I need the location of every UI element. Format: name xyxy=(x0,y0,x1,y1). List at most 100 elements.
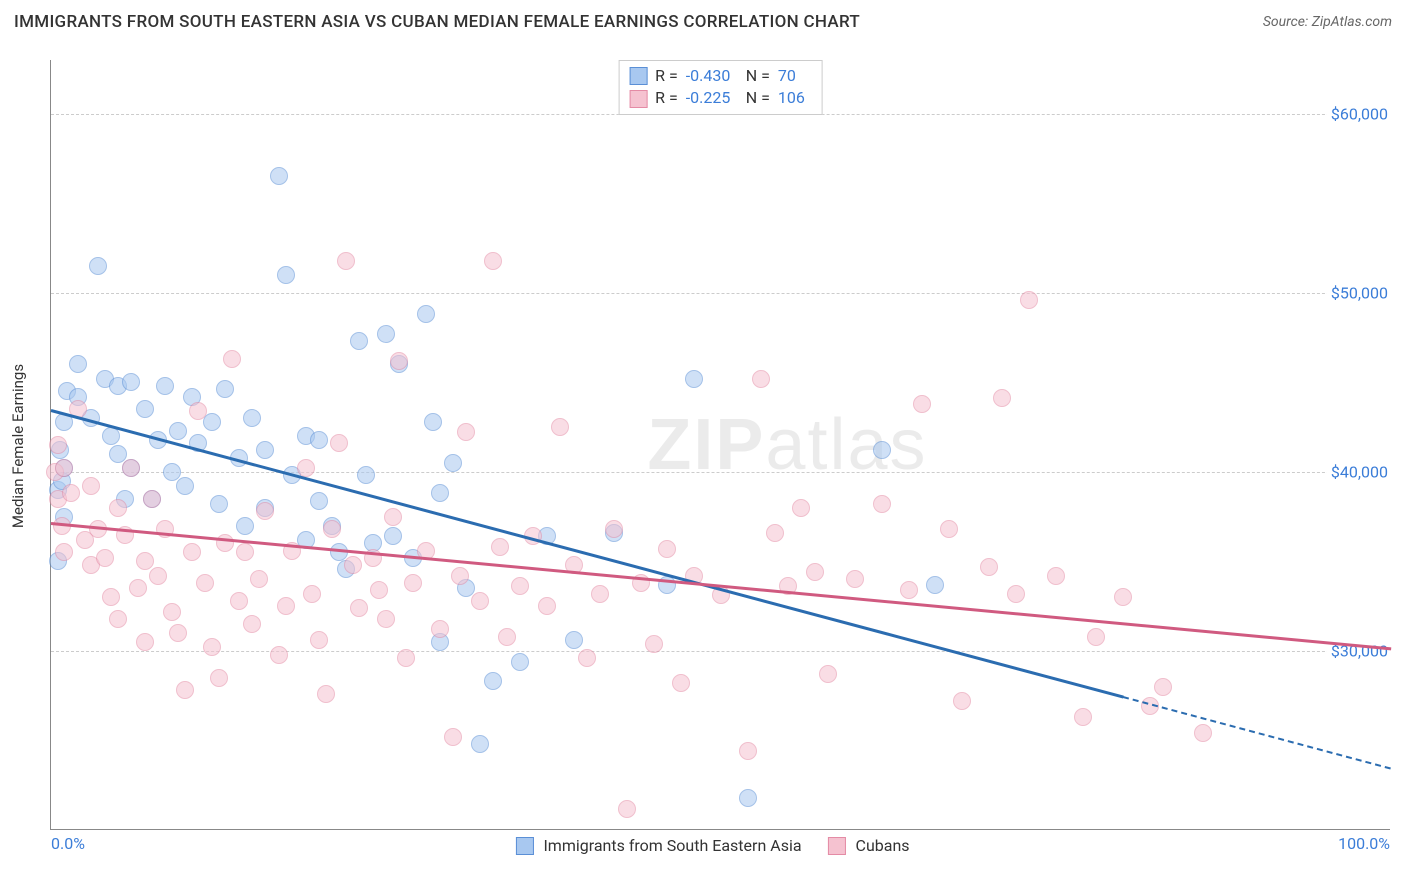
scatter-point xyxy=(109,610,127,628)
scatter-point xyxy=(62,484,80,502)
scatter-point xyxy=(169,422,187,440)
scatter-point xyxy=(189,402,207,420)
scatter-point xyxy=(444,728,462,746)
legend-row: R = -0.430 N = 70 xyxy=(629,65,812,87)
legend-n-label: N = xyxy=(746,87,770,109)
legend-n-label: N = xyxy=(746,65,770,87)
x-tick-label: 0.0% xyxy=(51,834,85,853)
scatter-point xyxy=(846,570,864,588)
scatter-point xyxy=(511,577,529,595)
legend-r-value: -0.430 xyxy=(686,65,738,87)
legend-row: R =-0.225N =106 xyxy=(629,87,812,109)
scatter-point xyxy=(196,574,214,592)
scatter-point xyxy=(210,669,228,687)
scatter-point xyxy=(444,454,462,472)
scatter-point xyxy=(565,631,583,649)
scatter-point xyxy=(236,517,254,535)
scatter-point xyxy=(980,558,998,576)
scatter-point xyxy=(491,538,509,556)
scatter-point xyxy=(1154,678,1172,696)
scatter-point xyxy=(1194,724,1212,742)
scatter-point xyxy=(1074,708,1092,726)
scatter-point xyxy=(417,305,435,323)
legend-series-name: Immigrants from South Eastern Asia xyxy=(543,836,801,855)
legend-swatch xyxy=(515,837,533,855)
scatter-point xyxy=(350,332,368,350)
y-tick-label: $40,000 xyxy=(1327,462,1392,481)
scatter-point xyxy=(136,633,154,651)
scatter-point xyxy=(350,599,368,617)
scatter-point xyxy=(344,556,362,574)
source-attribution: Source: ZipAtlas.com xyxy=(1263,14,1392,30)
scatter-point xyxy=(109,445,127,463)
scatter-point xyxy=(1114,588,1132,606)
scatter-point xyxy=(819,665,837,683)
legend-swatch xyxy=(629,90,647,108)
scatter-point xyxy=(511,653,529,671)
plot-area: ZIPatlas R =-0.430N =70R =-0.225N =106 I… xyxy=(50,60,1390,830)
scatter-point xyxy=(538,597,556,615)
scatter-point xyxy=(49,436,67,454)
scatter-point xyxy=(605,520,623,538)
legend-r-label: R = xyxy=(655,65,678,87)
scatter-point xyxy=(136,552,154,570)
scatter-point xyxy=(129,579,147,597)
scatter-point xyxy=(926,576,944,594)
scatter-point xyxy=(176,681,194,699)
scatter-point xyxy=(370,581,388,599)
scatter-point xyxy=(672,674,690,692)
scatter-point xyxy=(384,527,402,545)
scatter-point xyxy=(149,567,167,585)
scatter-point xyxy=(122,373,140,391)
scatter-point xyxy=(953,692,971,710)
scatter-point xyxy=(471,592,489,610)
scatter-point xyxy=(451,567,469,585)
scatter-point xyxy=(176,477,194,495)
scatter-point xyxy=(471,735,489,753)
scatter-point xyxy=(223,350,241,368)
scatter-point xyxy=(310,492,328,510)
scatter-point xyxy=(277,266,295,284)
scatter-point xyxy=(1087,628,1105,646)
scatter-point xyxy=(136,400,154,418)
scatter-point xyxy=(163,463,181,481)
scatter-point xyxy=(752,370,770,388)
scatter-point xyxy=(484,672,502,690)
scatter-point xyxy=(310,631,328,649)
scatter-point xyxy=(323,520,341,538)
scatter-point xyxy=(498,628,516,646)
scatter-point xyxy=(357,466,375,484)
scatter-point xyxy=(1047,567,1065,585)
scatter-point xyxy=(143,490,161,508)
legend-n-value: 70 xyxy=(778,65,812,87)
correlation-legend: R =-0.430N =70R =-0.225N =106 xyxy=(618,60,823,115)
scatter-point xyxy=(739,742,757,760)
scatter-point xyxy=(766,524,784,542)
gridline xyxy=(51,651,1390,652)
scatter-point xyxy=(484,252,502,270)
scatter-point xyxy=(236,543,254,561)
scatter-point xyxy=(384,508,402,526)
scatter-point xyxy=(183,543,201,561)
scatter-point xyxy=(270,646,288,664)
legend-r-label: R = xyxy=(655,87,678,109)
scatter-point xyxy=(156,377,174,395)
gridline xyxy=(51,293,1390,294)
scatter-point xyxy=(169,624,187,642)
scatter-point xyxy=(230,592,248,610)
scatter-point xyxy=(250,570,268,588)
scatter-point xyxy=(243,615,261,633)
y-tick-label: $50,000 xyxy=(1327,283,1392,302)
scatter-point xyxy=(337,252,355,270)
scatter-point xyxy=(163,603,181,621)
legend-r-value: -0.225 xyxy=(686,87,738,109)
y-axis-label: Median Female Earnings xyxy=(9,364,27,528)
scatter-point xyxy=(1020,291,1038,309)
scatter-point xyxy=(210,495,228,513)
scatter-point xyxy=(256,441,274,459)
scatter-point xyxy=(618,800,636,818)
scatter-point xyxy=(122,459,140,477)
scatter-point xyxy=(303,585,321,603)
scatter-point xyxy=(645,635,663,653)
scatter-point xyxy=(578,649,596,667)
